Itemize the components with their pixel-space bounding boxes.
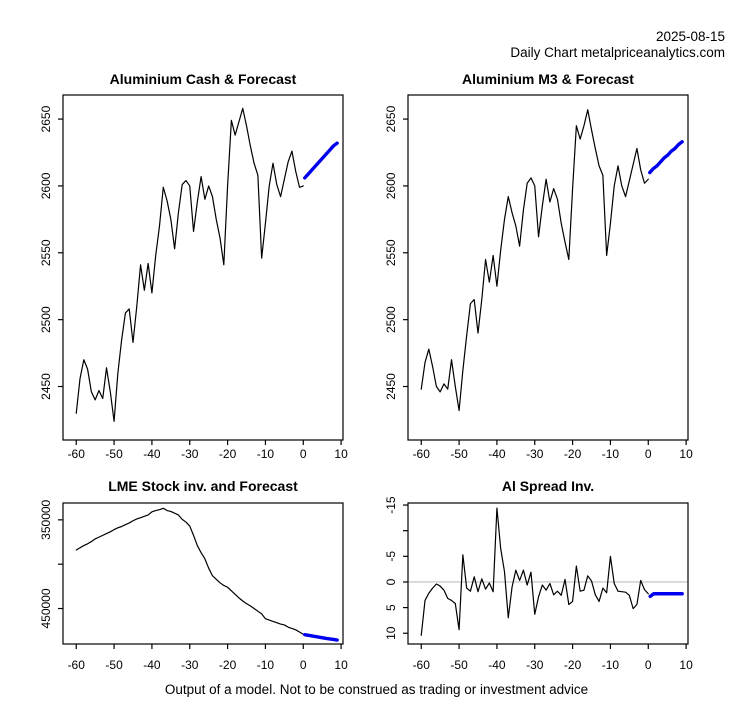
header-date: 2025-08-15: [655, 29, 725, 44]
disclaimer-text: Output of a model. Not to be construed a…: [164, 682, 589, 697]
x-tick-label: 0: [645, 658, 652, 672]
x-tick-label: -40: [143, 447, 161, 461]
x-tick-label: -60: [413, 658, 431, 672]
x-tick-label: 0: [645, 447, 652, 461]
y-tick-label: 2650: [39, 105, 53, 132]
y-tick-label: 350000: [39, 499, 53, 539]
x-tick-label: -30: [526, 447, 544, 461]
x-tick-label: -60: [68, 447, 86, 461]
x-tick-label: -10: [602, 447, 620, 461]
x-tick-label: -20: [564, 658, 582, 672]
x-tick-label: -50: [105, 447, 123, 461]
header-source-line: Daily Chart metalpriceanalytics.com: [510, 45, 725, 60]
history-line: [420, 507, 649, 636]
y-tick-label: 10: [384, 626, 398, 640]
x-tick-label: -40: [488, 658, 506, 672]
x-tick-label: -20: [219, 447, 237, 461]
x-tick-label: -30: [181, 447, 199, 461]
plot-border: [407, 94, 689, 441]
x-tick-label: 10: [334, 447, 348, 461]
x-tick-label: -20: [219, 658, 237, 672]
x-tick-label: -10: [257, 447, 275, 461]
y-tick-label: 5: [384, 604, 398, 611]
x-tick-label: -30: [181, 658, 199, 672]
y-tick-label: -5: [384, 551, 398, 562]
forecast-line: [303, 632, 339, 642]
x-tick-label: -20: [564, 447, 582, 461]
y-tick-label: 2650: [384, 105, 398, 132]
x-tick-label: 0: [300, 447, 307, 461]
x-tick-label: 0: [300, 658, 307, 672]
chart-title-aluminium-cash: Aluminium Cash & Forecast: [109, 71, 297, 87]
x-tick-label: -10: [257, 658, 275, 672]
y-tick-label: 2500: [39, 306, 53, 333]
aluminium-m3-plot: -60 -50 -40 -30 -20 -10 0 10 2450 2500 2550 2600 265…: [384, 94, 693, 461]
forecast-line: [303, 141, 339, 180]
x-tick-label: 10: [679, 447, 693, 461]
plot-border: [62, 94, 344, 441]
chart-title-al-spread: Al Spread Inv.: [501, 478, 595, 494]
y-tick-label: 2550: [384, 239, 398, 266]
plot-border: [407, 502, 689, 645]
x-tick-label: -60: [68, 658, 86, 672]
y-tick-label: 0: [384, 578, 398, 585]
lme-stock-plot: -60 -50 -40 -30 -20 -10 0 10 350000 450000: [39, 499, 348, 672]
x-tick-label: -10: [602, 658, 620, 672]
y-tick-label: 2450: [39, 373, 53, 400]
y-tick-label: 450000: [39, 588, 53, 628]
plot-border: [62, 502, 344, 645]
forecast-line: [648, 140, 684, 175]
forecast-line: [648, 592, 684, 599]
history-line: [75, 507, 304, 635]
y-tick-label: 2600: [384, 172, 398, 199]
y-tick-label: -15: [384, 496, 398, 514]
x-tick-label: 10: [334, 658, 348, 672]
x-tick-label: -50: [450, 658, 468, 672]
y-tick-label: 2550: [39, 239, 53, 266]
aluminium-cash-plot: -60 -50 -40 -30 -20 -10 0 10 2450 2500 2550 2600 265…: [39, 94, 348, 461]
y-tick-label: 2600: [39, 172, 53, 199]
y-tick-label: 2500: [384, 306, 398, 333]
chart-title-lme-stock: LME Stock inv. and Forecast: [108, 478, 298, 494]
x-tick-label: -50: [450, 447, 468, 461]
x-tick-label: -40: [143, 658, 161, 672]
x-tick-label: -50: [105, 658, 123, 672]
x-tick-label: 10: [679, 658, 693, 672]
chart-title-aluminium-m3: Aluminium M3 & Forecast: [462, 71, 634, 87]
x-tick-label: -60: [413, 447, 431, 461]
history-line: [75, 107, 304, 422]
x-tick-label: -40: [488, 447, 506, 461]
y-tick-label: 2450: [384, 373, 398, 400]
history-line: [420, 109, 649, 412]
x-tick-label: -30: [526, 658, 544, 672]
